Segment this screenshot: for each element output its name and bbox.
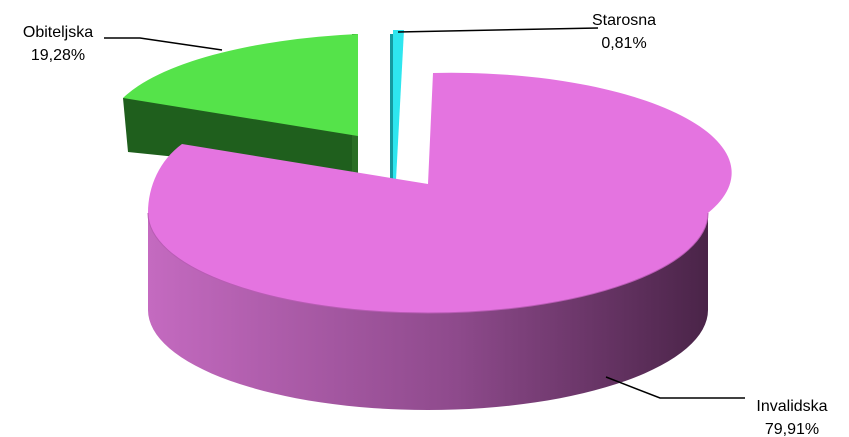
slice-starosna-top <box>393 30 404 180</box>
slice-invalidska-edge <box>147 212 709 314</box>
slice-obiteljska-top <box>123 34 358 136</box>
label-invalidska: Invalidska <box>756 398 827 415</box>
leader-line-obiteljska <box>104 37 223 51</box>
slice-obiteljska <box>123 34 358 175</box>
label-obiteljska: Obiteljska <box>23 24 93 41</box>
label-invalidska-value: 79,91% <box>765 421 819 437</box>
leader-line-starosna <box>397 27 599 33</box>
slice-invalidska-side <box>148 213 708 410</box>
label-starosna: Starosna <box>592 12 656 29</box>
label-starosna-value: 0,81% <box>601 35 646 52</box>
slice-starosna-side <box>390 34 393 180</box>
slice-starosna <box>390 30 404 180</box>
slice-invalidska <box>147 72 732 410</box>
leader-line-invalidska <box>605 376 745 399</box>
slice-invalidska-top <box>148 72 732 313</box>
label-obiteljska-value: 19,28% <box>31 47 85 64</box>
